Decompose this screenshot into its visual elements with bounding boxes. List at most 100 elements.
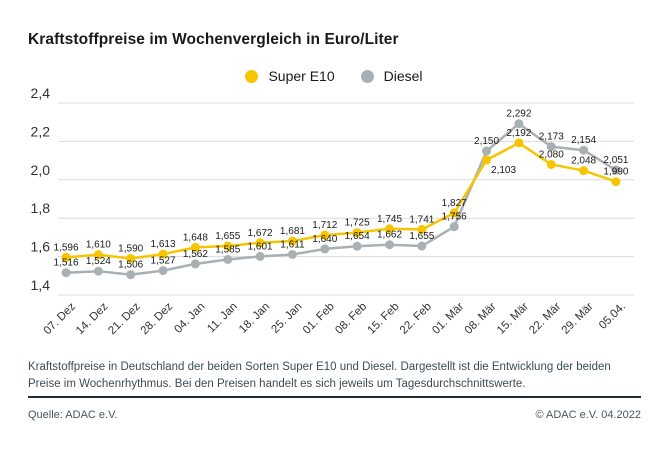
value-label: 1,654 <box>345 231 370 242</box>
value-label: 1,672 <box>248 228 273 239</box>
data-point <box>93 266 103 276</box>
value-label: 1,648 <box>183 232 208 243</box>
footer-row: Quelle: ADAC e.V. © ADAC e.V. 04.2022 <box>28 409 641 421</box>
value-label: 1,712 <box>312 220 337 231</box>
series-line-diesel <box>65 122 617 276</box>
value-label: 1,596 <box>53 242 78 253</box>
data-point <box>417 225 427 235</box>
data-point <box>514 138 524 148</box>
value-label: 1,756 <box>442 212 467 223</box>
legend-item-diesel: Diesel <box>360 68 423 84</box>
data-point <box>352 241 362 251</box>
super-e10-dot-icon <box>245 69 259 83</box>
y-tick-label: 1,8 <box>31 200 51 216</box>
x-tick-label: 08. Feb <box>333 301 369 337</box>
value-label: 1,613 <box>151 239 176 250</box>
data-point <box>611 165 621 175</box>
legend-label-diesel: Diesel <box>383 68 423 84</box>
y-tick-label: 2,4 <box>31 88 51 101</box>
x-tick-label: 01. Mär <box>430 301 466 337</box>
data-point <box>158 266 168 276</box>
x-tick-label: 29. Mär <box>560 301 596 337</box>
data-point <box>385 240 394 250</box>
x-tick-label: 14. Dez <box>74 300 111 337</box>
data-point <box>255 251 265 261</box>
data-point <box>287 236 297 246</box>
chart-legend: Super E10 Diesel <box>0 68 668 84</box>
y-tick-label: 1,4 <box>31 277 51 293</box>
value-label: 2,051 <box>603 155 628 166</box>
copyright-note: © ADAC e.V. 04.2022 <box>535 409 641 421</box>
value-label: 1,516 <box>53 258 78 269</box>
page-title: Kraftstoffpreise im Wochenvergleich in E… <box>28 31 399 48</box>
data-point <box>546 142 556 152</box>
value-label: 1,741 <box>409 215 434 226</box>
value-label: 1,655 <box>215 231 240 242</box>
value-label: 1,611 <box>280 239 305 250</box>
value-label: 2,150 <box>474 136 499 147</box>
series-line-super-e10 <box>65 141 617 260</box>
data-point <box>287 249 297 259</box>
value-label: 1,585 <box>215 244 240 255</box>
data-point <box>61 252 71 262</box>
chart-description: Kraftstoffpreise in Deutschland der beid… <box>28 361 611 391</box>
value-label: 2,048 <box>571 156 596 167</box>
x-tick-label: 28. Dez <box>139 300 176 337</box>
x-tick-label: 25. Jan <box>269 301 304 336</box>
data-point <box>158 249 168 259</box>
value-label: 2,154 <box>571 135 596 146</box>
x-tick-label: 11. Jan <box>205 301 240 336</box>
x-tick-label: 22. Feb <box>398 301 434 337</box>
data-point <box>320 244 330 254</box>
legend-item-super-e10: Super E10 <box>245 68 335 84</box>
legend-label-super-e10: Super E10 <box>268 68 335 84</box>
x-tick-label: 22. Mär <box>527 301 563 337</box>
data-point <box>126 254 136 264</box>
x-tick-label: 21. Dez <box>106 300 143 337</box>
value-label: 2,192 <box>506 128 531 139</box>
data-point <box>417 241 427 251</box>
value-label: 1,601 <box>248 241 273 252</box>
data-point <box>385 224 394 234</box>
data-point <box>449 222 459 232</box>
value-label: 1,745 <box>377 214 402 225</box>
data-point <box>190 259 200 269</box>
data-point <box>482 155 492 165</box>
data-point <box>546 159 556 169</box>
value-labels-diesel: 1,516 1,524 1,506 1,527 1,562 1,585 1,601 1,611… <box>53 109 628 271</box>
data-point <box>190 242 200 252</box>
y-tick-label: 1,6 <box>31 239 51 255</box>
value-label: 2,292 <box>506 109 531 120</box>
value-label: 2,103 <box>491 165 516 176</box>
diesel-dot-icon <box>360 69 374 83</box>
value-label: 1,640 <box>312 234 337 245</box>
y-tick-label: 2,0 <box>31 162 51 178</box>
value-label: 1,562 <box>183 249 208 260</box>
series-super-e10 <box>61 138 621 264</box>
y-axis-labels: 2,4 2,2 2,0 1,8 1,6 1,4 <box>31 88 51 293</box>
x-tick-label: 07. Dez <box>42 300 79 337</box>
value-label: 1,681 <box>280 226 305 237</box>
data-point <box>482 146 492 156</box>
x-tick-label: 01. Feb <box>301 301 337 337</box>
value-labels-super-e10: 1,596 1,610 1,590 1,613 1,648 1,655 1,672 1,681… <box>53 128 628 255</box>
value-label: 1,662 <box>377 230 402 241</box>
data-point <box>579 166 589 176</box>
data-point <box>223 254 233 264</box>
value-label: 1,990 <box>603 167 628 178</box>
data-point <box>320 230 330 240</box>
source-note: Quelle: ADAC e.V. <box>28 409 118 421</box>
value-label: 1,527 <box>151 256 176 267</box>
x-tick-label: 08. Mär <box>463 301 499 337</box>
series-diesel <box>61 119 621 280</box>
value-label: 1,506 <box>118 260 143 271</box>
x-tick-label: 15. Mär <box>495 301 531 337</box>
data-point <box>579 145 589 155</box>
value-label: 1,524 <box>86 256 111 267</box>
data-point <box>352 228 362 238</box>
value-label: 1,655 <box>409 231 434 242</box>
data-point <box>61 268 71 278</box>
